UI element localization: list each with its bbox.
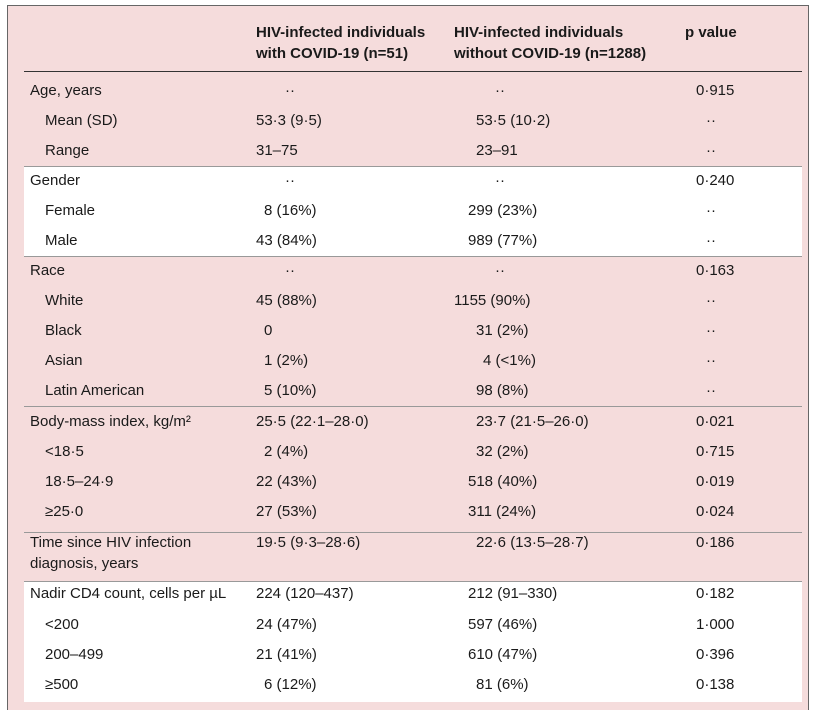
cell-with-covid: 24 (47%) <box>256 616 317 633</box>
cell-with-covid: 6 (12%) <box>264 676 317 693</box>
cell-with-covid: 45 (88%) <box>256 292 317 309</box>
cell-with-covid: 1 (2%) <box>264 352 309 369</box>
cell-p-value: ·· <box>706 232 716 249</box>
cell-with-covid: 19·5 (9·3–28·6) <box>256 534 361 551</box>
cell-p-value: 0·019 <box>696 473 735 490</box>
row-group-band <box>24 581 802 702</box>
row-label: ≥25·0 <box>45 503 84 520</box>
cell-p-value: 1·000 <box>696 616 735 633</box>
header-rule <box>24 71 802 72</box>
cell-p-value: 0·186 <box>696 534 735 551</box>
row-label: Nadir CD4 count, cells per µL <box>30 585 227 602</box>
row-label: Male <box>45 232 78 249</box>
cell-without-covid: 31 (2%) <box>476 322 529 339</box>
row-label: <200 <box>45 616 79 633</box>
group-divider <box>24 581 802 582</box>
row-label: Latin American <box>45 382 145 399</box>
cell-without-covid: 989 (77%) <box>468 232 538 249</box>
cell-with-covid: 0 <box>264 322 273 339</box>
cell-p-value: 0·138 <box>696 676 735 693</box>
cell-with-covid: 53·3 (9·5) <box>256 112 322 129</box>
cell-with-covid: 5 (10%) <box>264 382 317 399</box>
row-label: 200–499 <box>45 646 104 663</box>
row-label: Time since HIV infection diagnosis, year… <box>30 534 192 572</box>
header-with-covid: HIV-infected individuals with COVID-19 (… <box>256 22 425 64</box>
row-label: 18·5–24·9 <box>45 473 114 490</box>
cell-without-covid: 1155 (90%) <box>454 292 531 309</box>
cell-p-value: ·· <box>706 202 716 219</box>
group-divider <box>24 256 802 257</box>
row-label: Body-mass index, kg/m² <box>30 413 191 430</box>
group-divider <box>24 532 802 533</box>
cell-without-covid: 22·6 (13·5–28·7) <box>476 534 589 551</box>
cell-without-covid: 23–91 <box>476 142 518 159</box>
cell-without-covid: 81 (6%) <box>476 676 529 693</box>
header-without-covid: HIV-infected individuals without COVID-1… <box>454 22 646 64</box>
cell-without-covid: 212 (91–330) <box>468 585 558 602</box>
table-header: HIV-infected individuals with COVID-19 (… <box>8 6 808 72</box>
row-label: Age, years <box>30 82 102 99</box>
cell-with-covid: ·· <box>285 82 295 99</box>
cell-p-value: ·· <box>706 382 716 399</box>
cell-with-covid: 43 (84%) <box>256 232 317 249</box>
cell-with-covid: ·· <box>285 262 295 279</box>
row-label: Range <box>45 142 90 159</box>
cell-without-covid: 32 (2%) <box>476 443 529 460</box>
cell-p-value: 0·240 <box>696 172 735 189</box>
cell-with-covid: 8 (16%) <box>264 202 317 219</box>
cell-without-covid: ·· <box>495 172 505 189</box>
row-label: White <box>45 292 84 309</box>
cell-p-value: ·· <box>706 352 716 369</box>
cell-without-covid: 4 (<1%) <box>483 352 536 369</box>
cell-p-value: 0·021 <box>696 413 735 430</box>
cell-without-covid: 98 (8%) <box>476 382 529 399</box>
cell-p-value: 0·163 <box>696 262 735 279</box>
cell-with-covid: 21 (41%) <box>256 646 317 663</box>
row-label: Mean (SD) <box>45 112 118 129</box>
row-label: Female <box>45 202 96 219</box>
group-divider <box>24 406 802 407</box>
row-label: Race <box>30 262 66 279</box>
header-p-value: p value <box>685 24 737 41</box>
row-label: Black <box>45 322 82 339</box>
header-without-covid-line1: HIV-infected individuals <box>454 24 624 41</box>
cell-with-covid: 2 (4%) <box>264 443 309 460</box>
cell-p-value: 0·715 <box>696 443 735 460</box>
cell-without-covid: 518 (40%) <box>468 473 538 490</box>
cell-with-covid: 22 (43%) <box>256 473 317 490</box>
cell-p-value: ·· <box>706 292 716 309</box>
header-with-covid-line2: with COVID-19 (n=51) <box>256 45 409 62</box>
cell-p-value: 0·024 <box>696 503 735 520</box>
cell-p-value: ·· <box>706 112 716 129</box>
cell-without-covid: ·· <box>495 82 505 99</box>
cell-with-covid: ·· <box>285 172 295 189</box>
cell-without-covid: 311 (24%) <box>468 503 537 520</box>
cell-p-value: 0·915 <box>696 82 735 99</box>
table-panel: HIV-infected individuals with COVID-19 (… <box>7 5 809 710</box>
group-divider <box>24 166 802 167</box>
cell-without-covid: 597 (46%) <box>468 616 538 633</box>
header-without-covid-line2: without COVID-19 (n=1288) <box>454 45 647 62</box>
cell-with-covid: 31–75 <box>256 142 298 159</box>
cell-without-covid: 610 (47%) <box>468 646 538 663</box>
header-with-covid-line1: HIV-infected individuals <box>256 24 426 41</box>
cell-p-value: ·· <box>706 142 716 159</box>
cell-with-covid: 224 (120–437) <box>256 585 354 602</box>
cell-p-value: ·· <box>706 322 716 339</box>
cell-without-covid: 53·5 (10·2) <box>476 112 551 129</box>
cell-without-covid: 299 (23%) <box>468 202 538 219</box>
cell-p-value: 0·182 <box>696 585 735 602</box>
cell-with-covid: 27 (53%) <box>256 503 317 520</box>
row-label: ≥500 <box>45 676 79 693</box>
row-group-band <box>24 167 802 257</box>
cell-without-covid: 23·7 (21·5–26·0) <box>476 413 589 430</box>
cell-with-covid: 25·5 (22·1–28·0) <box>256 413 369 430</box>
cell-without-covid: ·· <box>495 262 505 279</box>
row-label: Asian <box>45 352 83 369</box>
row-label: Gender <box>30 172 81 189</box>
row-label: <18·5 <box>45 443 84 460</box>
cell-p-value: 0·396 <box>696 646 735 663</box>
